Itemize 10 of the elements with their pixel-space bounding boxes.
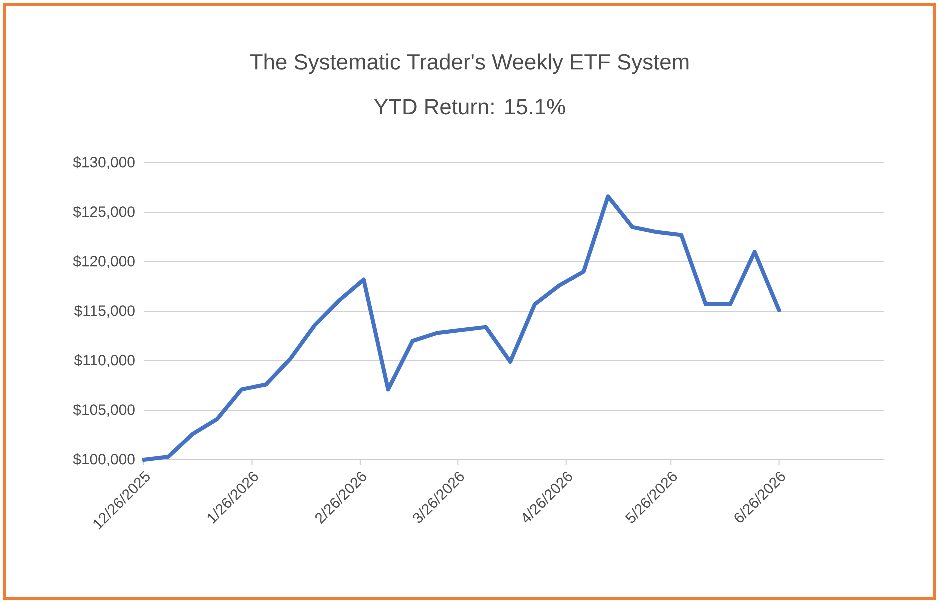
y-tick-label: $110,000 [74,354,135,368]
y-tick-label: $115,000 [74,305,135,318]
chart-subtitle: YTD Return: 15.1% [374,99,566,115]
y-tick-label: $130,000 [73,156,135,170]
y-tick-label: $100,000 [73,453,135,466]
line-series [142,194,782,462]
y-tick-label: $125,000 [73,206,135,219]
chart-title: The Systematic Trader's Weekly ETF System [250,54,689,74]
y-tick-label: $120,000 [73,256,135,268]
y-tick-label: $105,000 [73,404,135,417]
